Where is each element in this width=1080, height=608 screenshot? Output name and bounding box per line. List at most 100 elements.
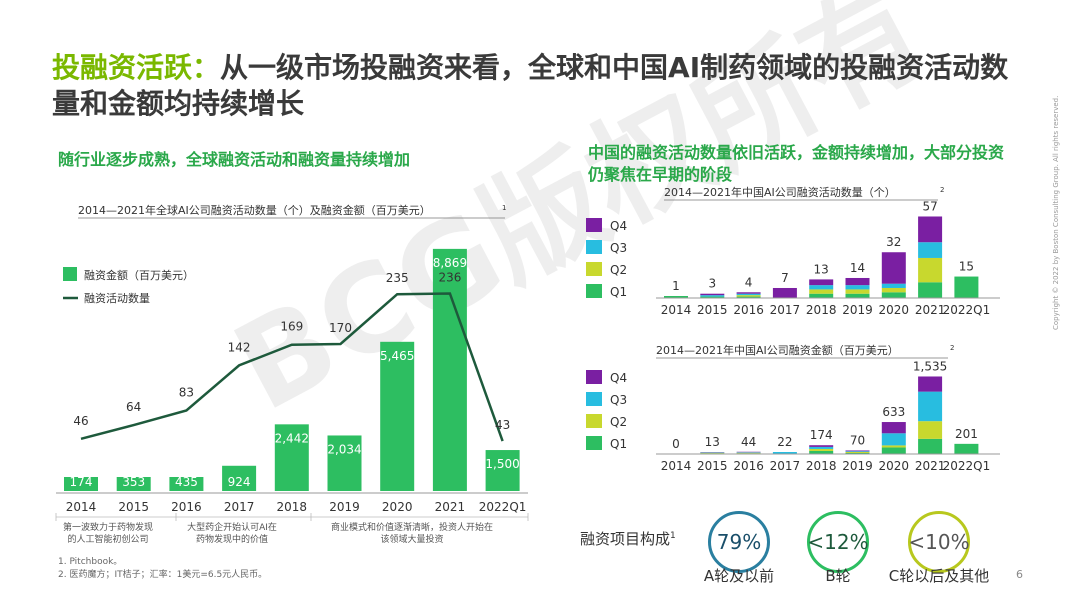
cn-amount-total-label: 70 xyxy=(850,433,865,447)
global-chart-title: 2014—2021年全球AI公司融资活动数量（个）及融资金额（百万美元） xyxy=(78,203,431,217)
cn-count-x-tick: 2015 xyxy=(697,303,728,317)
global-line-label: 236 xyxy=(438,270,461,284)
footnote-2: 2. 医药魔方；IT桔子；汇率：1美元=6.5元人民币。 xyxy=(58,570,268,580)
global-bar xyxy=(222,465,257,491)
cn-count-bar-segment xyxy=(736,292,761,294)
cn-count-bar-segment xyxy=(700,295,725,297)
cn-count-x-tick: 2018 xyxy=(806,303,837,317)
cn-amount-legend-label: Q4 xyxy=(610,371,627,385)
cn-count-x-tick: 2019 xyxy=(842,303,873,317)
global-legend-bar-label: 融资金额（百万美元） xyxy=(84,268,194,282)
left-subtitle: 随行业逐步成熟，全球融资活动和融资量持续增加 xyxy=(58,150,411,169)
global-annotation-text: 大型药企开始认可AI在药物发现中的价值 xyxy=(187,521,277,545)
cn-amount-bar-segment xyxy=(918,391,943,422)
cn-amount-x-tick: 2022Q1 xyxy=(943,459,991,473)
global-x-tick: 2019 xyxy=(329,500,360,514)
global-annotation-line2: 该领域大量投资 xyxy=(380,533,443,545)
global-bar-label: 2,442 xyxy=(275,431,309,445)
cn-amount-total-label: 201 xyxy=(955,427,978,441)
cn-count-x-tick: 2014 xyxy=(661,303,692,317)
cn-count-bar-segment xyxy=(809,279,834,286)
global-x-tick: 2022Q1 xyxy=(479,500,527,514)
global-bar xyxy=(485,450,520,491)
cn-amount-total-label: 0 xyxy=(672,437,680,451)
cn-count-bar-segment xyxy=(809,285,834,290)
cn-count-bar-segment xyxy=(954,276,979,298)
global-line-label: 46 xyxy=(73,414,88,428)
cn-count-bar-segment xyxy=(845,277,870,286)
cn-amount-legend-swatch xyxy=(586,414,602,428)
cn-count-total-label: 3 xyxy=(708,277,716,291)
global-bar-label: 8,869 xyxy=(433,256,467,270)
cn-count-legend-label: Q4 xyxy=(610,219,627,233)
global-bar-label: 924 xyxy=(228,475,251,489)
cn-amount-x-tick: 2019 xyxy=(842,459,873,473)
footnotes: 1. Pitchbook。 2. 医药魔方；IT桔子；汇率：1美元=6.5元人民… xyxy=(58,556,267,582)
china-count-chart: 2014—2021年中国AI公司融资活动数量（个） 2 Q4 Q3 Q2 Q1 1 2014 3… xyxy=(586,185,1000,317)
cn-amount-bar-segment xyxy=(845,451,870,452)
global-x-tick: 2015 xyxy=(118,500,149,514)
cn-amount-bar-segment xyxy=(845,451,870,453)
title-rest: 从一级市场投融资来看，全球和中国AI制药领域的投融资活动数量和金额均持续增长 xyxy=(52,51,1009,120)
cn-count-legend-swatch xyxy=(586,218,602,232)
cn-amount-x-tick: 2014 xyxy=(661,459,692,473)
cn-count-bar-segment xyxy=(881,287,906,293)
cn-amount-total-label: 174 xyxy=(810,428,833,442)
cn-count-bar-segment xyxy=(881,283,906,288)
cn-count-title-sup: 2 xyxy=(940,186,944,194)
cn-amount-bar-segment xyxy=(809,448,834,451)
global-x-tick: 2016 xyxy=(171,500,202,514)
cn-amount-total-label: 633 xyxy=(882,405,905,419)
cn-count-bar-segment xyxy=(809,293,834,298)
cn-count-bar-segment xyxy=(845,285,870,290)
global-bar-label: 435 xyxy=(175,475,198,489)
cn-amount-total-label: 44 xyxy=(741,435,756,449)
cn-count-bar-segment xyxy=(881,292,906,298)
cn-amount-bar-segment xyxy=(736,452,761,453)
cn-count-total-label: 4 xyxy=(745,275,753,289)
global-bar-label: 353 xyxy=(122,475,145,489)
global-bar xyxy=(169,477,204,491)
cn-count-bar-segment xyxy=(700,293,725,296)
global-line-label: 235 xyxy=(386,271,409,285)
composition-caption-b: B轮 xyxy=(825,567,851,585)
cn-count-legend-label: Q1 xyxy=(610,285,627,299)
global-bar-label: 2,034 xyxy=(327,442,361,456)
cn-count-x-tick: 2022Q1 xyxy=(943,303,991,317)
composition-label: 融资项目构成1 xyxy=(580,530,676,548)
global-annotation-text: 第一波致力于药物发现的人工智能初创公司 xyxy=(63,521,153,545)
global-x-tick: 2021 xyxy=(435,500,466,514)
cn-amount-bar-segment xyxy=(881,433,906,446)
cn-count-bar-segment xyxy=(918,216,943,243)
cn-count-bar-segment xyxy=(736,296,761,298)
cn-amount-bar-segment xyxy=(954,443,979,454)
global-bar-label: 1,500 xyxy=(485,457,519,471)
cn-amount-bar-segment xyxy=(772,452,797,454)
cn-amount-legend-swatch xyxy=(586,370,602,384)
cn-count-legend-swatch xyxy=(586,240,602,254)
cn-amount-title-sup: 2 xyxy=(950,344,954,352)
global-bar-label: 174 xyxy=(70,475,93,489)
cn-count-total-label: 7 xyxy=(781,271,789,285)
cn-count-bar-segment xyxy=(918,282,943,298)
cn-amount-legend-label: Q1 xyxy=(610,437,627,451)
cn-count-total-label: 13 xyxy=(814,262,829,276)
cn-count-bar-segment xyxy=(736,293,761,296)
global-line-label: 142 xyxy=(228,340,251,354)
cn-amount-total-label: 1,535 xyxy=(913,359,947,373)
cn-count-total-label: 57 xyxy=(922,199,937,213)
global-chart-title-sup: 1 xyxy=(502,204,506,212)
cn-amount-bar-segment xyxy=(845,452,870,454)
global-bar xyxy=(116,477,151,491)
cn-count-legend-swatch xyxy=(586,262,602,276)
global-bar xyxy=(274,424,309,491)
cn-count-legend-label: Q2 xyxy=(610,263,627,277)
composition-circle-b: <12% xyxy=(807,511,869,573)
global-bar xyxy=(64,477,98,491)
cn-count-legend-label: Q3 xyxy=(610,241,627,255)
cn-count-bar-segment xyxy=(881,252,906,284)
cn-count-bar-segment xyxy=(918,257,943,283)
global-count-line xyxy=(80,292,504,442)
global-chart: 2014—2021年全球AI公司融资活动数量（个）及融资金额（百万美元） 1 174… xyxy=(55,203,529,545)
cn-count-bar-segment xyxy=(736,295,761,297)
